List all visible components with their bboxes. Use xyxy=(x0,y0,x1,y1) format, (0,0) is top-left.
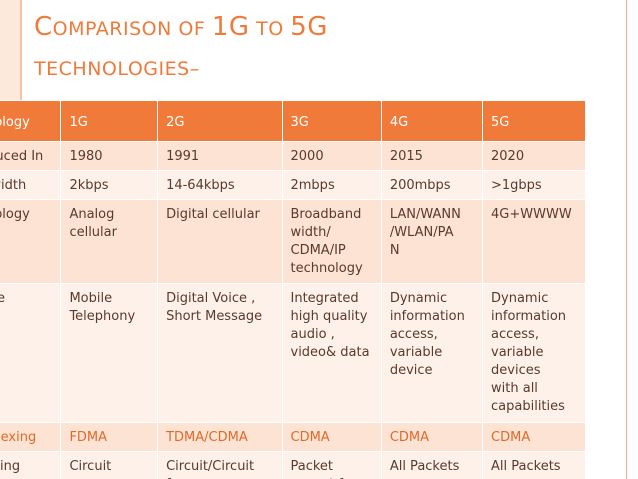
table-cell: 2kbps xyxy=(60,170,159,200)
comparison-table-container: Technology 1G 2G 3G 4G 5G Introduced In … xyxy=(0,100,638,479)
row-label: Multiplexing xyxy=(0,422,62,452)
slide-right-rule xyxy=(626,0,627,479)
row-label: Introduced In xyxy=(0,141,62,171)
row-label: Bandwidth xyxy=(0,170,62,200)
table-cell: Broadband width/ CDMA/IP technology xyxy=(281,199,382,284)
table-cell: Dynamic information access, variable dev… xyxy=(482,283,586,423)
table-cell: LAN/WANN /WLAN/PA N xyxy=(380,199,484,284)
table-cell: FDMA xyxy=(60,422,159,452)
table-cell: CDMA xyxy=(482,422,586,452)
table-cell: Analog cellular xyxy=(60,199,159,284)
title-line-1: COMPARISON OF 1G TO 5G xyxy=(34,12,328,42)
table-header-row: Technology 1G 2G 3G 4G 5G xyxy=(0,100,586,142)
table-row: Introduced In 1980 1991 2000 2015 2020 xyxy=(0,141,586,171)
table-cell: Integrated high quality audio , video& d… xyxy=(281,283,382,423)
table-cell: 14-64kbps xyxy=(157,170,283,200)
table-cell: 4G+WWWW xyxy=(482,199,586,284)
table-cell: TDMA/CDMA xyxy=(157,422,283,452)
header-cell: Technology xyxy=(0,100,62,142)
table-cell: Circuit xyxy=(60,451,159,479)
table-cell: Dynamic information access, variable dev… xyxy=(380,283,484,423)
table-cell: 2020 xyxy=(482,141,586,171)
table-cell: 2015 xyxy=(380,141,484,171)
title-line-2: TECHNOLOGIES– xyxy=(34,58,200,80)
table-cell: 1991 xyxy=(157,141,283,171)
table-cell: 1980 xyxy=(60,141,159,171)
table-cell: Packet except for xyxy=(281,451,382,479)
table-cell: All Packets xyxy=(380,451,484,479)
table-cell: >1gbps xyxy=(482,170,586,200)
header-cell: 1G xyxy=(60,100,159,142)
header-cell: 5G xyxy=(482,100,586,142)
header-cell: 3G xyxy=(281,100,382,142)
table-cell: CDMA xyxy=(281,422,382,452)
header-cell: 2G xyxy=(157,100,283,142)
row-label: Service xyxy=(0,283,62,423)
table-row: Bandwidth 2kbps 14-64kbps 2mbps 200mbps … xyxy=(0,170,586,200)
table-row: Multiplexing FDMA TDMA/CDMA CDMA CDMA CD… xyxy=(0,422,586,452)
table-row: Switching Circuit Circuit/Circuit for Pa… xyxy=(0,451,586,479)
table-cell: Digital Voice , Short Message xyxy=(157,283,283,423)
row-label: Technology xyxy=(0,199,62,284)
slide-accent-bar xyxy=(0,0,20,100)
comparison-table: Technology 1G 2G 3G 4G 5G Introduced In … xyxy=(0,100,586,479)
row-label: Switching xyxy=(0,451,62,479)
table-cell: 2000 xyxy=(281,141,382,171)
table-cell: All Packets xyxy=(482,451,586,479)
slide-title: COMPARISON OF 1G TO 5G TECHNOLOGIES– xyxy=(34,8,328,88)
table-cell: Circuit/Circuit for xyxy=(157,451,283,479)
table-row: Service Mobile Telephony Digital Voice ,… xyxy=(0,283,586,423)
table-cell: Digital cellular xyxy=(157,199,283,284)
slide-accent-line xyxy=(20,0,22,100)
table-cell: 2mbps xyxy=(281,170,382,200)
table-row: Technology Analog cellular Digital cellu… xyxy=(0,199,586,284)
table-cell: 200mbps xyxy=(380,170,484,200)
table-cell: Mobile Telephony xyxy=(60,283,159,423)
table-cell: CDMA xyxy=(380,422,484,452)
header-cell: 4G xyxy=(380,100,484,142)
